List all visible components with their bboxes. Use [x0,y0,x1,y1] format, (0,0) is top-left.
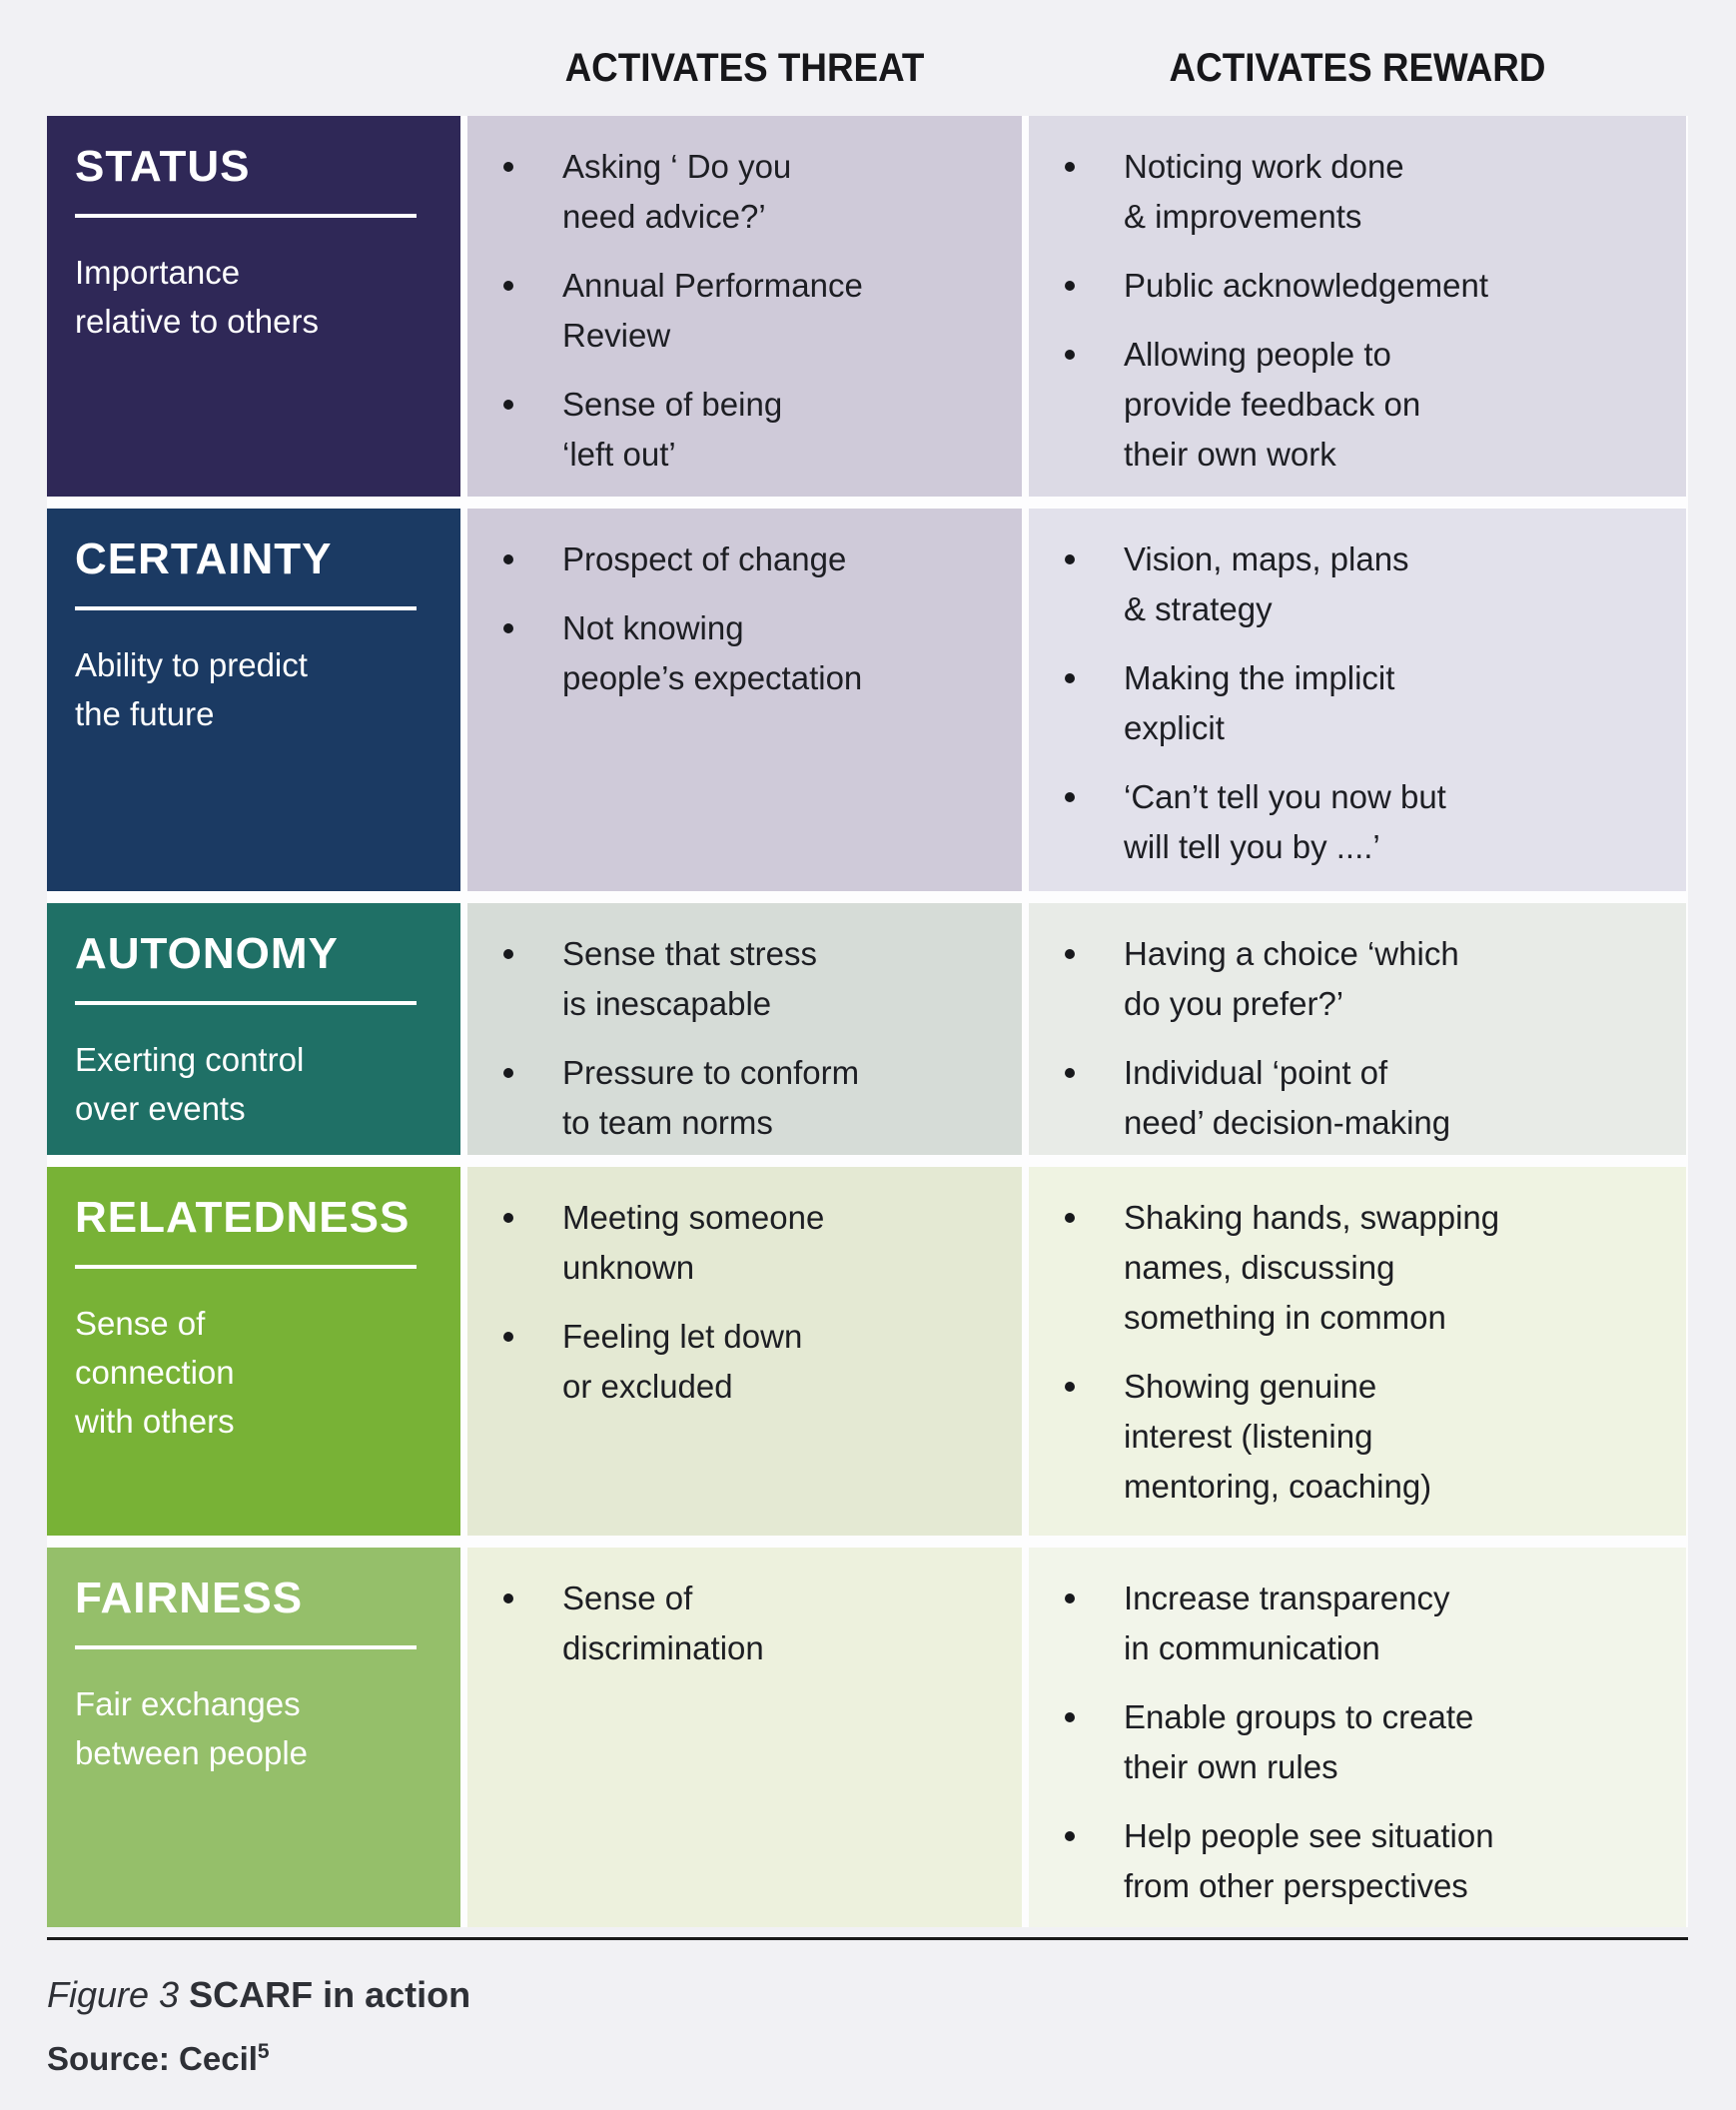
title-underline [75,214,417,218]
threat-cell-autonomy: Sense that stress is inescapable Pressur… [467,903,1022,1155]
bullet-item: Annual Performance Review [467,261,1012,361]
source-superscript: 5 [257,2040,270,2063]
domain-subtitle: Sense of connection with others [75,1305,235,1440]
bullet-item: Sense of discrimination [467,1574,1012,1673]
title-underline [75,1265,417,1269]
threat-list-autonomy: Sense that stress is inescapable Pressur… [467,929,1012,1148]
reward-list-status: Noticing work done & improvements Public… [1029,142,1676,480]
threat-cell-fairness: Sense of discrimination [467,1548,1022,1927]
bullet-item: Increase transparency in communication [1029,1574,1676,1673]
domain-title: CERTAINTY [75,534,333,583]
bullet-item: Individual ‘point of need’ decision-maki… [1029,1048,1676,1148]
bullet-item: ‘Can’t tell you now but will tell you by… [1029,772,1676,872]
threat-list-certainty: Prospect of change Not knowing people’s … [467,534,1012,703]
domain-title: AUTONOMY [75,929,339,978]
threat-list-status: Asking ‘ Do you need advice?’ Annual Per… [467,142,1012,480]
domain-subtitle: Exerting control over events [75,1041,305,1127]
bullet-item: Public acknowledgement [1029,261,1676,311]
bullet-item: Shaking hands, swapping names, discussin… [1029,1193,1676,1343]
figure-number: Figure 3 [47,1974,180,2015]
domain-subtitle: Ability to predict the future [75,646,308,732]
reward-list-relatedness: Shaking hands, swapping names, discussin… [1029,1193,1676,1512]
figure-title: SCARF in action [189,1974,471,2015]
domain-cell-certainty: CERTAINTY Ability to predict the future [47,509,460,891]
reward-cell-autonomy: Having a choice ‘which do you prefer?’ I… [1029,903,1686,1155]
threat-cell-status: Asking ‘ Do you need advice?’ Annual Per… [467,116,1022,497]
bullet-item: Sense that stress is inescapable [467,929,1012,1029]
bullet-item: Allowing people to provide feedback on t… [1029,330,1676,480]
footer-divider [47,1937,1688,1940]
column-headers: ACTIVATES THREAT ACTIVATES REWARD [47,25,1688,91]
bullet-item: Showing genuine interest (listening ment… [1029,1362,1676,1512]
domain-cell-relatedness: RELATEDNESS Sense of connection with oth… [47,1167,460,1536]
bullet-item: Pressure to conform to team norms [467,1048,1012,1148]
threat-list-fairness: Sense of discrimination [467,1574,1012,1673]
threat-column-header: ACTIVATES THREAT [564,46,925,90]
source-line: Source: Cecil5 [47,2040,1688,2078]
bullet-item: Enable groups to create their own rules [1029,1692,1676,1792]
scarf-table: STATUS Importance relative to others Ask… [47,116,1688,1927]
reward-list-fairness: Increase transparency in communication E… [1029,1574,1676,1911]
domain-cell-autonomy: AUTONOMY Exerting control over events [47,903,460,1155]
reward-cell-fairness: Increase transparency in communication E… [1029,1548,1686,1927]
domain-title: STATUS [75,142,251,191]
reward-cell-certainty: Vision, maps, plans & strategy Making th… [1029,509,1686,891]
source-text: Source: Cecil [47,2040,258,2077]
domain-title: RELATEDNESS [75,1193,411,1242]
title-underline [75,606,417,610]
title-underline [75,1001,417,1005]
bullet-item: Not knowing people’s expectation [467,603,1012,703]
bullet-item: Making the implicit explicit [1029,653,1676,753]
bullet-item: Sense of being ‘left out’ [467,380,1012,480]
threat-cell-relatedness: Meeting someone unknown Feeling let down… [467,1167,1022,1536]
reward-column-header: ACTIVATES REWARD [1169,46,1546,90]
bullet-item: Meeting someone unknown [467,1193,1012,1293]
reward-list-autonomy: Having a choice ‘which do you prefer?’ I… [1029,929,1676,1148]
figure-caption: Figure 3 SCARF in action [47,1974,1688,2016]
domain-title: FAIRNESS [75,1574,304,1622]
bullet-item: Prospect of change [467,534,1012,584]
bullet-item: Noticing work done & improvements [1029,142,1676,242]
bullet-item: Asking ‘ Do you need advice?’ [467,142,1012,242]
domain-subtitle: Importance relative to others [75,254,319,340]
reward-list-certainty: Vision, maps, plans & strategy Making th… [1029,534,1676,872]
bullet-item: Feeling let down or excluded [467,1312,1012,1412]
reward-cell-status: Noticing work done & improvements Public… [1029,116,1686,497]
bullet-item: Having a choice ‘which do you prefer?’ [1029,929,1676,1029]
bullet-item: Help people see situation from other per… [1029,1811,1676,1911]
threat-list-relatedness: Meeting someone unknown Feeling let down… [467,1193,1012,1412]
bullet-item: Vision, maps, plans & strategy [1029,534,1676,634]
domain-cell-fairness: FAIRNESS Fair exchanges between people [47,1548,460,1927]
reward-cell-relatedness: Shaking hands, swapping names, discussin… [1029,1167,1686,1536]
domain-subtitle: Fair exchanges between people [75,1685,309,1771]
threat-cell-certainty: Prospect of change Not knowing people’s … [467,509,1022,891]
title-underline [75,1645,417,1649]
domain-cell-status: STATUS Importance relative to others [47,116,460,497]
